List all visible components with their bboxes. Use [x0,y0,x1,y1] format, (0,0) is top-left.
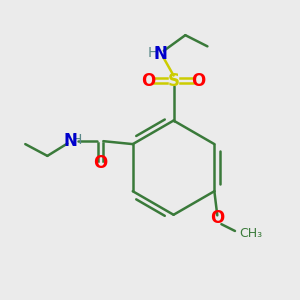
Text: O: O [210,209,224,227]
Text: N: N [153,45,167,63]
Text: O: O [141,72,156,90]
Text: N: N [64,132,78,150]
Text: O: O [93,154,107,172]
Text: H: H [72,133,82,147]
Text: H: H [148,46,158,60]
Text: O: O [191,72,206,90]
Text: S: S [168,72,180,90]
Text: CH₃: CH₃ [239,227,262,240]
